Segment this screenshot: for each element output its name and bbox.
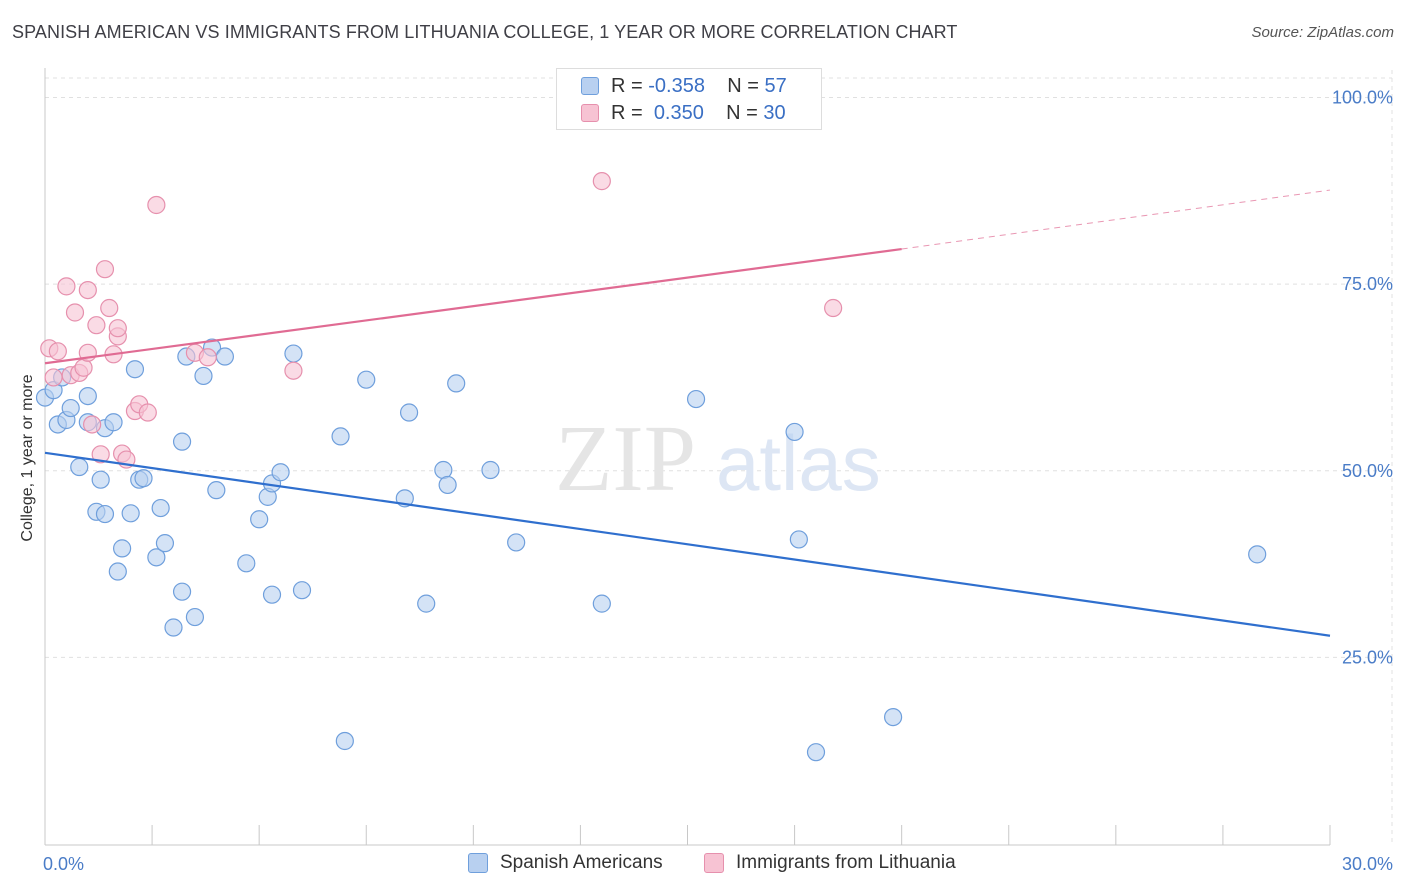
blue-point-5 (61, 398, 80, 418)
blue-point-19 (134, 469, 153, 488)
legend-swatch-blue (581, 77, 599, 95)
pink-point-25 (198, 348, 217, 367)
watermark-zip: ZIP (555, 407, 696, 511)
blue-point-39 (292, 581, 312, 600)
pink-point-17 (108, 319, 127, 338)
blue-point-11 (95, 504, 115, 524)
legend-n-label: N = (727, 75, 759, 97)
bottom-legend-swatch-blue (468, 853, 488, 873)
pink-point-1 (44, 368, 63, 387)
pink-point-5 (65, 303, 85, 322)
pink-point-11 (87, 316, 106, 335)
blue-point-31 (215, 347, 234, 366)
blue-point-7 (78, 387, 97, 406)
blue-point-42 (357, 370, 376, 389)
trend-line-extension-immigrants-lithuania (901, 189, 1331, 250)
pink-point-13 (95, 260, 115, 279)
blue-point-49 (481, 460, 500, 480)
blue-point-57 (1248, 545, 1267, 564)
legend-n-value-1: 57 (764, 75, 787, 97)
series-spanish-americans (35, 338, 1267, 762)
blue-point-52 (686, 389, 706, 409)
pink-point-2 (48, 342, 67, 361)
pink-point-10 (83, 415, 102, 434)
blue-point-47 (438, 475, 457, 495)
blue-point-15 (112, 539, 132, 558)
series-immigrants-lithuania (40, 172, 843, 469)
blue-point-45 (417, 594, 436, 613)
x-tick-label-min: 0.0% (43, 854, 84, 874)
trend-line-immigrants-lithuania (44, 247, 902, 365)
y-tick-label-75: 75.0% (1342, 274, 1393, 294)
source-label: Source: ZipAtlas.com (1251, 24, 1394, 41)
pink-point-23 (147, 195, 166, 215)
blue-point-17 (125, 360, 145, 379)
blue-point-24 (172, 582, 192, 601)
blue-point-38 (284, 344, 303, 363)
pink-point-26 (284, 361, 303, 380)
grid-lines (45, 70, 1393, 844)
y-axis-label: College, 1 year or more (19, 374, 36, 541)
blue-point-32 (237, 554, 256, 573)
pink-point-22 (138, 403, 157, 422)
legend-n-label: N = (726, 102, 758, 124)
pink-point-14 (100, 298, 119, 318)
blue-point-40 (331, 427, 350, 446)
blue-point-13 (104, 413, 123, 432)
pink-point-7 (74, 358, 93, 377)
blue-point-56 (883, 707, 903, 727)
watermark: ZIP atlas (555, 407, 881, 511)
tick-labels: 25.0% 50.0% 75.0% 100.0% 0.0% 30.0% (43, 88, 1393, 875)
blue-point-48 (447, 374, 466, 393)
blue-point-35 (262, 585, 282, 604)
blue-point-50 (507, 533, 526, 552)
legend-r-label: R = (611, 75, 643, 97)
blue-point-14 (108, 562, 127, 581)
y-tick-label-100: 100.0% (1332, 88, 1393, 108)
blue-point-55 (789, 530, 808, 549)
legend-r-value-1: -0.358 (648, 75, 705, 97)
pink-point-28 (824, 298, 843, 318)
y-tick-label-25: 25.0% (1342, 647, 1393, 667)
blue-point-44 (399, 403, 419, 422)
blue-point-6 (70, 457, 89, 477)
stats-legend: R = -0.358 N = 57 R = 0.350 N = 30 (556, 68, 822, 130)
blue-point-27 (185, 607, 205, 627)
blue-point-22 (155, 534, 175, 553)
pink-point-8 (78, 280, 97, 300)
legend-r-value-2: 0.350 (653, 102, 704, 124)
pink-point-12 (91, 445, 110, 464)
blue-point-25 (172, 432, 192, 451)
axes (44, 68, 1331, 846)
trend-line-spanish-americans (44, 451, 1331, 637)
blue-point-21 (151, 498, 170, 518)
blue-point-46 (434, 460, 453, 480)
blue-point-54 (806, 743, 826, 762)
x-tick-label-max: 30.0% (1342, 854, 1393, 874)
blue-point-10 (91, 470, 110, 489)
chart-title: SPANISH AMERICAN VS IMMIGRANTS FROM LITH… (12, 22, 958, 42)
blue-point-33 (250, 510, 269, 529)
blue-point-51 (592, 594, 611, 613)
bottom-legend-label-1: Spanish Americans (500, 852, 663, 873)
legend-swatch-pink (581, 104, 599, 122)
bottom-legend-label-2: Immigrants from Lithuania (736, 852, 956, 873)
y-tick-label-50: 50.0% (1342, 461, 1393, 481)
bottom-legend-swatch-pink (704, 853, 724, 873)
legend-r-label: R = (611, 102, 643, 124)
pink-point-27 (592, 172, 611, 191)
trend-lines (44, 189, 1331, 637)
legend-n-value-2: 30 (763, 102, 786, 124)
blue-point-20 (147, 548, 166, 567)
blue-point-53 (785, 422, 804, 442)
blue-point-41 (335, 731, 354, 751)
blue-point-37 (271, 463, 290, 482)
pink-point-3 (57, 277, 76, 296)
blue-point-28 (194, 366, 213, 386)
blue-point-16 (121, 504, 140, 523)
blue-point-23 (164, 618, 183, 637)
blue-point-30 (207, 481, 226, 500)
